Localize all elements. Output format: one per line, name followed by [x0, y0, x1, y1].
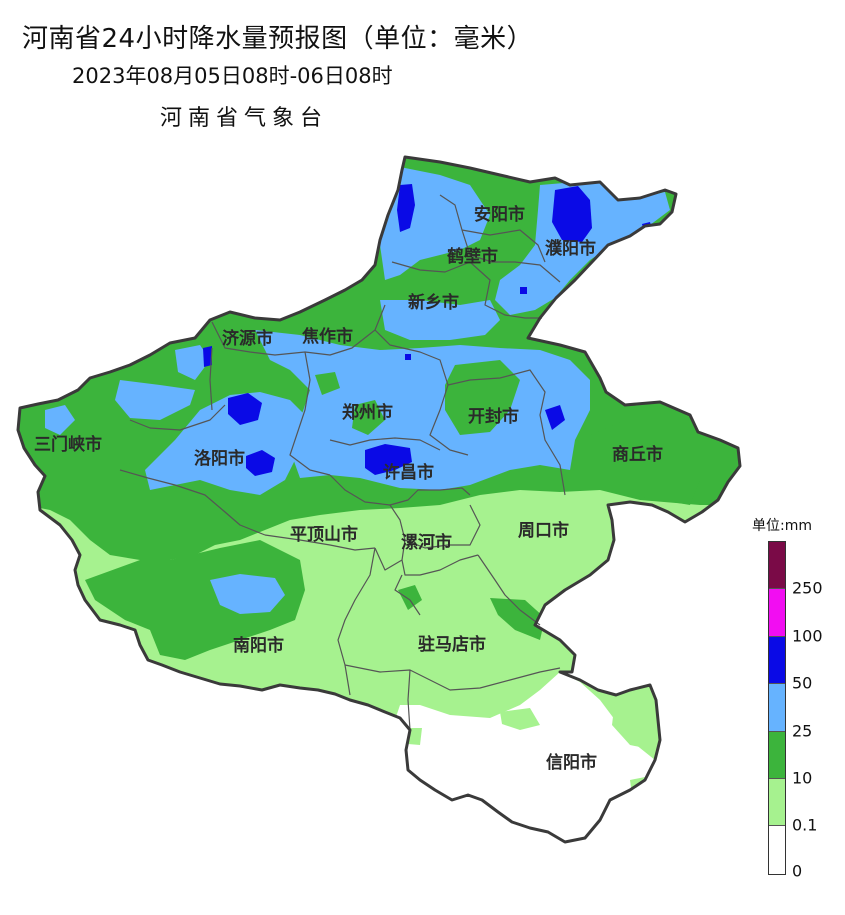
city-label-jiaozuo: 焦作市	[301, 326, 353, 347]
legend-tick-0: 0	[792, 861, 803, 881]
city-label-kaifeng: 开封市	[468, 406, 519, 427]
legend-tick-25: 25	[792, 721, 813, 741]
city-label-shangqiu: 商丘市	[612, 444, 663, 465]
forecast-period: 2023年08月05日08时-06日08时	[72, 64, 393, 88]
legend-tick-0.1: 0.1	[792, 815, 818, 835]
legend-swatch-100-250	[769, 589, 785, 637]
legend-swatch-10-25	[769, 731, 785, 779]
legend-swatch-250-plus	[769, 542, 785, 590]
issuer-name: 河南省气象台	[160, 106, 329, 131]
legend-tick-100: 100	[792, 626, 823, 646]
legend-tick-labels: 250 100 50 25 10 0.1 0	[792, 541, 842, 881]
city-label-luoyang: 洛阳市	[194, 448, 245, 469]
map-title: 河南省24小时降水量预报图（单位：毫米）	[22, 24, 534, 54]
city-boundaries	[119, 194, 566, 731]
legend-tick-250: 250	[792, 578, 823, 598]
legend-tick-10: 10	[792, 768, 813, 788]
city-label-nanyang: 南阳市	[233, 635, 284, 656]
city-label-xinyang: 信阳市	[546, 752, 597, 773]
city-label-sanmenxia: 三门峡市	[34, 434, 102, 455]
legend-color-bar	[768, 541, 786, 875]
precipitation-fill	[18, 157, 740, 842]
city-label-xuchang: 许昌市	[383, 462, 434, 483]
city-label-zhoukou: 周口市	[518, 520, 569, 541]
city-labels: 安阳市 濮阳市 鹤壁市 新乡市 济源市 焦作市 郑州市 开封市 三门峡市 洛阳市…	[34, 204, 663, 773]
city-label-jiyuan: 济源市	[222, 328, 273, 349]
city-label-zhumadian: 驻马店市	[418, 634, 486, 655]
city-label-pingdingshan: 平顶山市	[290, 524, 358, 545]
city-label-xinxiang: 新乡市	[408, 292, 459, 313]
city-label-anyang: 安阳市	[474, 204, 525, 225]
province-outline	[16, 155, 742, 844]
legend-unit: 单位:mm	[752, 518, 812, 534]
legend-tick-50: 50	[792, 673, 813, 693]
legend-swatch-25-50	[769, 684, 785, 732]
city-label-hebi: 鹤壁市	[447, 246, 498, 267]
legend-swatch-0.1-10	[769, 778, 785, 827]
legend-swatch-0-0.1	[769, 826, 785, 874]
city-label-puyang: 濮阳市	[545, 238, 596, 259]
city-label-luohe: 漯河市	[401, 532, 452, 553]
legend-swatch-50-100	[769, 636, 785, 685]
city-label-zhengzhou: 郑州市	[342, 402, 393, 423]
